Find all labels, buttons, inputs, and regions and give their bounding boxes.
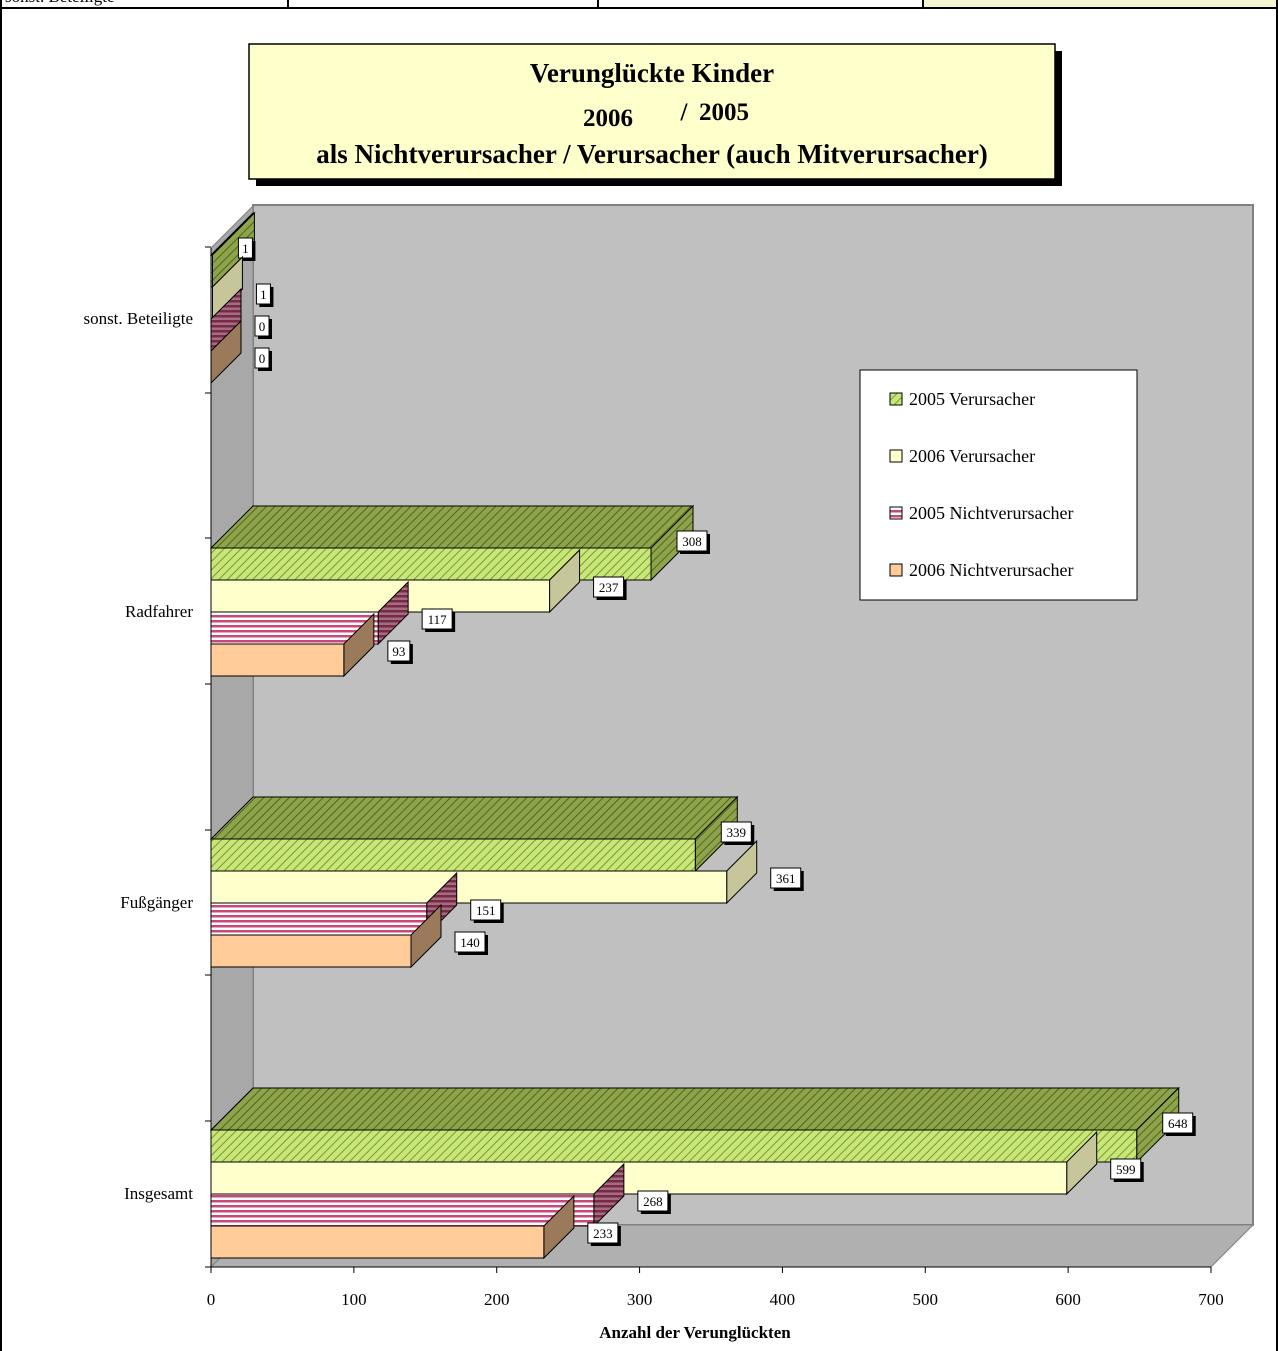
data-label: 648 [1168,1116,1188,1131]
x-tick-label: 500 [913,1290,939,1309]
data-label-box [720,821,752,843]
x-tick-label: 700 [1198,1290,1224,1309]
bar-front-face [210,643,345,677]
bar [209,504,695,582]
x-tick-label: 0 [207,1290,216,1309]
category-label: sonst. Beteiligte [83,309,193,328]
data-label-box [1162,1112,1194,1134]
table-cell [597,0,922,9]
data-label: 140 [460,935,480,950]
data-label: 1 [260,287,267,302]
bar [210,1130,1098,1196]
legend-label: 2006 Verursacher [909,446,1035,466]
bar-front-face [210,934,412,968]
legend: 2005 Verursacher 2006 Verursacher 2005 Nic… [859,369,1138,601]
table-cell [287,0,597,9]
x-tick-label: 400 [770,1290,796,1309]
data-label: 151 [476,903,496,918]
bar-front-face [210,1129,1138,1163]
bar-front-face [210,547,652,581]
data-label-box [237,237,253,259]
axes-group: 0 100 200 300 400 500 600 700InsgesamtFußgänger… [83,246,1224,1309]
data-label: 233 [593,1226,613,1241]
data-label-box [254,347,270,369]
chart-title-year-right: 2005 [699,99,749,126]
data-label: 237 [599,580,619,595]
data-label-box [593,576,625,598]
bar-front-face [210,902,428,936]
bar [210,612,375,678]
data-label-box [387,640,411,662]
bar-front-face [210,870,728,904]
bar [210,871,458,937]
bar-top-face [209,505,695,549]
bar-front-face [210,1225,545,1259]
table-cell [922,0,1278,9]
category-label: Fußgänger [120,893,193,912]
data-label-box [254,315,270,337]
bar [209,1086,1180,1164]
bar [210,1194,575,1260]
bar-front-face [210,1193,595,1227]
plot-back-wall [252,204,1254,1226]
data-label-box [587,1222,619,1244]
bar-front-face [210,579,551,613]
category-label: Radfahrer [125,602,193,621]
data-label: 308 [682,534,702,549]
legend-label: 2005 Nichtverursacher [909,503,1073,523]
bar-top-face [209,796,739,840]
bar [210,903,442,969]
legend-swatch [889,392,903,406]
data-label-box [1110,1158,1142,1180]
data-label-box [470,899,502,921]
data-label-box [255,283,271,305]
chart-title-line1: Verunglückte Kinder [530,58,774,88]
data-label-box [637,1190,669,1212]
legend-swatch [889,449,903,463]
data-label: 268 [643,1194,663,1209]
frame-left-border [0,0,2,1351]
data-label: 361 [776,871,796,886]
bar [210,1162,625,1228]
x-tick-label: 100 [341,1290,367,1309]
data-label: 0 [259,351,266,366]
x-axis-title: Anzahl der Verunglückten [599,1323,791,1342]
chart-title-separator: / [680,99,689,126]
data-label: 339 [727,825,747,840]
legend-label: 2006 Nichtverursacher [909,560,1073,580]
legend-swatch [889,506,903,520]
data-label: 1 [242,241,249,256]
legend-swatch [889,563,903,577]
data-label-box [770,867,802,889]
data-label-box [454,931,486,953]
x-tick-label: 300 [627,1290,653,1309]
category-label: Insgesamt [124,1184,193,1203]
data-label: 0 [259,319,266,334]
data-label: 93 [392,644,405,659]
bar [209,795,739,873]
data-label-box [421,608,453,630]
bars-group: 1 1 0 0 308 237 117 93 339 361 151 140 648 599 268 233 [209,211,1196,1260]
bar-top-face [209,1087,1180,1131]
legend-label: 2005 Verursacher [909,389,1035,409]
data-label: 599 [1116,1162,1136,1177]
frame-right-border [1276,0,1278,1351]
title-box: Verunglückte Kinder 2006 / 2005 als Nich… [248,43,1062,186]
chart-title-year-left: 2006 [583,105,633,132]
bar-front-face [210,1161,1068,1195]
data-label: 117 [428,612,448,627]
data-label-box [676,530,708,552]
x-tick-label: 600 [1055,1290,1081,1309]
chart-title-line3: als Nichtverursacher / Verursacher (auch… [316,139,988,169]
x-tick-label: 200 [484,1290,510,1309]
bar-front-face [210,838,696,872]
bar [210,548,581,614]
